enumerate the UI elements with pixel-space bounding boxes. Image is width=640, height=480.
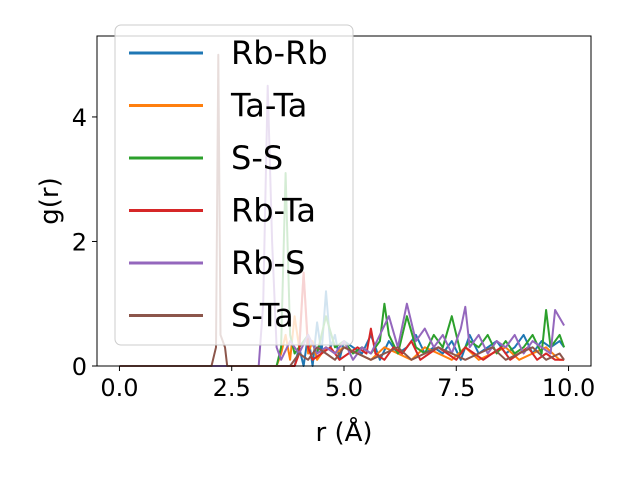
x-tick-label: 0.0 <box>100 374 138 402</box>
x-axis-label: r (Å) <box>315 416 372 448</box>
legend-label: Rb-S <box>231 244 305 282</box>
legend-label: Ta-Ta <box>230 87 307 125</box>
y-tick-label: 0 <box>72 353 87 381</box>
x-axis: 0.0 2.5 5.0 7.5 10.0 <box>100 366 595 402</box>
y-axis-label: g(r) <box>35 177 65 224</box>
legend-label: S-S <box>231 139 283 177</box>
series-line-rb-ta <box>119 271 565 367</box>
y-tick-label: 4 <box>72 104 87 132</box>
x-tick-label: 2.5 <box>213 374 251 402</box>
legend-label: Rb-Ta <box>231 192 316 230</box>
legend-label: Rb-Rb <box>231 34 328 72</box>
legend: Rb-Rb Ta-Ta S-S Rb-Ta Rb-S S-Ta <box>114 24 354 346</box>
series-line-s-ta <box>119 53 565 367</box>
y-tick-label: 2 <box>72 228 87 256</box>
x-tick-label: 10.0 <box>542 374 595 402</box>
legend-label: S-Ta <box>231 297 294 335</box>
x-tick-label: 5.0 <box>325 374 363 402</box>
x-tick-label: 7.5 <box>437 374 475 402</box>
series-line-rb-s <box>119 84 565 367</box>
y-axis: 0 2 4 <box>72 104 97 381</box>
